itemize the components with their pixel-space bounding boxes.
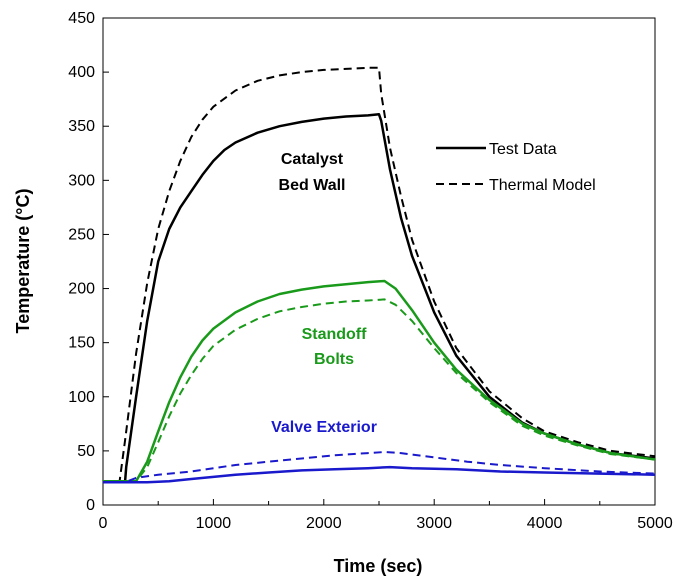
y-tick-label: 250 [68,226,95,243]
x-axis: 0 1000 2000 3000 4000 5000 [99,499,673,532]
y-axis-title: Temperature (°C) [13,189,33,334]
x-axis-title: Time (sec) [334,556,423,576]
annotation-catalyst: Catalyst [281,151,344,168]
legend-label-thermal-model: Thermal Model [489,177,596,194]
x-tick-label: 0 [99,515,108,532]
series-line-catalyst-bed-wall-solid [103,113,656,483]
series-line-catalyst-bed-wall-dashed [103,66,656,483]
y-tick-label: 100 [68,389,95,406]
plot-border [102,17,656,506]
annotation-bed-wall: Bed Wall [279,177,346,194]
series-line-standoff-bolts-dashed [103,298,656,483]
y-axis: 0 50 100 150 200 250 300 350 400 450 [68,10,109,514]
y-tick-label: 450 [68,10,95,27]
series-line-valve-exterior-solid [103,465,656,484]
plot-area [102,17,656,506]
annotation-bolts: Bolts [314,351,354,368]
x-tick-label: 2000 [306,515,342,532]
x-tick-label: 1000 [196,515,232,532]
x-tick-label: 4000 [527,515,563,532]
y-tick-label: 200 [68,281,95,298]
annotations: Catalyst Bed Wall Standoff Bolts Valve E… [271,151,377,436]
x-tick-label: 5000 [637,515,673,532]
y-tick-label: 300 [68,172,95,189]
y-tick-label: 350 [68,118,95,135]
y-tick-label: 150 [68,335,95,352]
series-line-valve-exterior-dashed [103,451,656,484]
legend-label-test-data: Test Data [489,141,557,158]
legend: Test Data Thermal Model [436,141,596,194]
annotation-standoff: Standoff [302,326,368,343]
x-tick-label: 3000 [416,515,452,532]
annotation-valve-exterior: Valve Exterior [271,419,377,436]
series-layer [103,66,656,484]
y-tick-label: 400 [68,64,95,81]
y-tick-label: 0 [86,497,95,514]
series-line-standoff-bolts-solid [103,279,656,483]
y-tick-label: 50 [77,443,95,460]
